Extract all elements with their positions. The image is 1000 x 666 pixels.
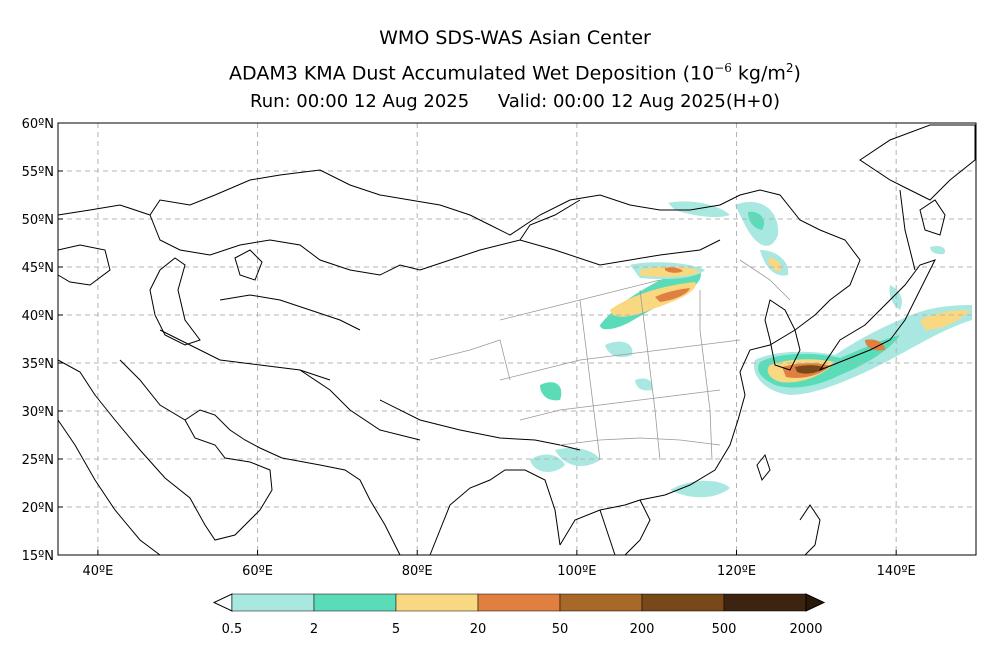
- lon-label: 140ºE: [877, 564, 916, 579]
- valid-time: Valid: 00:00 12 Aug 2025(H+0): [497, 91, 780, 112]
- unit-square: 2: [785, 61, 794, 75]
- lat-label: 40ºN: [22, 309, 54, 324]
- lat-label: 35ºN: [22, 357, 54, 372]
- unit-base: kg/m: [731, 62, 786, 85]
- lat-label: 50ºN: [22, 213, 54, 228]
- province-borders: [429, 259, 791, 461]
- colorbar-label: 0.5: [222, 622, 243, 637]
- lat-label: 30ºN: [22, 405, 54, 420]
- lon-label: 120ºE: [717, 564, 756, 579]
- colorbar-label: 2: [310, 622, 318, 637]
- colorbar-label: 20: [470, 622, 487, 637]
- latitude-labels: 60ºN 55ºN 50ºN 45ºN 40ºN 35ºN 30ºN 25ºN 20ºN 15ºN: [22, 117, 63, 564]
- run-valid-line: Run: 00:00 12 Aug 2025 Valid: 00:00 12 A…: [0, 91, 1000, 112]
- lon-label: 60ºE: [242, 564, 273, 579]
- unit-close: ): [793, 62, 801, 85]
- colorbar-bin: [395, 593, 479, 612]
- run-time: Run: 00:00 12 Aug 2025: [250, 91, 470, 112]
- lon-label: 80ºE: [402, 564, 433, 579]
- colorbar-bin: [477, 593, 561, 612]
- colorbar: 0.5 2 5 20 50 200 500 2000: [212, 593, 826, 637]
- lon-label: 100ºE: [557, 564, 596, 579]
- longitude-labels: 40ºE 60ºE 80ºE 100ºE 120ºE 140ºE: [82, 550, 916, 579]
- lat-label: 60ºN: [22, 117, 54, 132]
- lat-label: 25ºN: [22, 453, 54, 468]
- colorbar-label: 50: [552, 622, 569, 637]
- dust-deposition-field: [530, 201, 972, 498]
- colorbar-bin: [313, 593, 397, 612]
- colorbar-bin: [641, 593, 725, 612]
- lat-label: 55ºN: [22, 165, 54, 180]
- graticule: [58, 123, 976, 555]
- colorbar-over-arrow: [805, 593, 826, 612]
- map-frame: [57, 122, 977, 556]
- lon-label: 40ºE: [82, 564, 113, 579]
- colorbar-bin: [559, 593, 643, 612]
- lat-label: 15ºN: [22, 549, 54, 564]
- lat-label: 20ºN: [22, 501, 54, 516]
- product-name: ADAM3 KMA Dust Accumulated Wet Depositio…: [229, 62, 715, 85]
- lat-label: 45ºN: [22, 261, 54, 276]
- colorbar-bin: [723, 593, 807, 612]
- colorbar-label: 200: [630, 622, 655, 637]
- center-title: WMO SDS-WAS Asian Center: [379, 27, 651, 49]
- country-borders: [57, 124, 976, 556]
- colorbar-label: 2000: [789, 622, 822, 637]
- product-title: ADAM3 KMA Dust Accumulated Wet Depositio…: [0, 61, 1000, 84]
- unit-exponent: −6: [714, 61, 732, 75]
- colorbar-bin: [231, 593, 315, 612]
- colorbar-label: 500: [712, 622, 737, 637]
- colorbar-label: 5: [392, 622, 400, 637]
- colorbar-under-arrow: [212, 593, 233, 612]
